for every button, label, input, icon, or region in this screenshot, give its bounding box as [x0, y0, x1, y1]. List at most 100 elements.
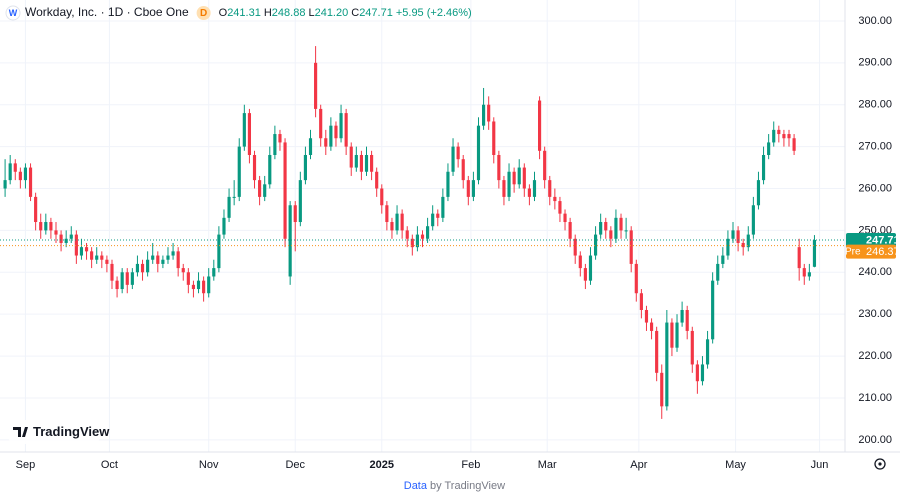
ohlc-value: 247.71: [359, 7, 393, 19]
candle-body: [212, 268, 216, 277]
candle-body: [665, 322, 669, 407]
candle-body: [553, 196, 557, 202]
candle-body: [237, 146, 241, 197]
candle-body: [782, 134, 786, 139]
candle-body: [624, 230, 628, 232]
ohlc-value: 241.20: [315, 7, 349, 19]
ohlc-key: H: [264, 7, 272, 19]
header-values: D O 241.31 H 248.88 L 241.20 C 247.71 +5.95 (+2.4…: [196, 6, 472, 20]
candle-body: [100, 255, 104, 260]
candle-body: [410, 238, 414, 248]
price-axis: 200.00210.00220.00230.00240.00250.00260.…: [845, 15, 900, 446]
candle-body: [751, 205, 755, 235]
candle-body: [171, 251, 175, 256]
premarket-tag: Pre: [845, 247, 861, 258]
candle-body: [202, 280, 206, 294]
candle-body: [649, 322, 654, 331]
candle-body: [344, 113, 348, 147]
candle-body: [797, 247, 801, 269]
candle-body: [34, 196, 38, 223]
candle-body: [354, 154, 358, 168]
footer-text: by TradingView: [430, 480, 505, 492]
candle-body: [802, 268, 806, 277]
candle-body: [283, 142, 287, 239]
candle-body: [370, 154, 374, 172]
candle-body: [84, 247, 89, 252]
candle-body: [298, 180, 302, 223]
candle-body: [807, 272, 811, 277]
candle-body: [629, 230, 633, 264]
x-tick-label: Apr: [630, 459, 647, 471]
candle-body: [466, 180, 470, 197]
candle-body: [441, 196, 445, 218]
symbol-icon: [5, 5, 21, 21]
change-value: +5.95 (+2.46%): [396, 7, 472, 19]
header: W Workday, Inc. · 1D · Cboe One D O 241.31…: [5, 5, 472, 21]
ohlc-value: 241.31: [227, 7, 261, 19]
candle-body: [690, 330, 694, 365]
x-tick-label: Dec: [285, 459, 305, 471]
premarket-box: [846, 244, 896, 259]
candle-body: [711, 280, 715, 340]
y-tick-label: 260.00: [858, 182, 892, 194]
candle-body: [792, 138, 796, 151]
candle-body: [639, 293, 643, 310]
candle-body: [242, 113, 246, 147]
candle-body: [268, 154, 272, 185]
candle-body: [512, 171, 516, 185]
candle-body: [115, 280, 119, 290]
candle-body: [278, 134, 282, 143]
settings-icon[interactable]: [874, 458, 886, 470]
candle-body: [543, 150, 547, 181]
ohlc-value: 248.88: [272, 7, 306, 19]
candle-body: [593, 234, 598, 256]
symbol-title: Workday, Inc. · 1D · Cboe One: [25, 5, 189, 19]
candle-body: [705, 339, 710, 365]
footer-link[interactable]: Data: [404, 480, 428, 492]
candle-body: [451, 146, 455, 172]
candle-body: [196, 280, 201, 290]
candle-body: [558, 201, 562, 214]
candle-body: [90, 251, 94, 260]
premarket-value: 246.37: [866, 246, 900, 258]
candle-body: [716, 263, 720, 281]
candle-body: [492, 121, 496, 155]
candle-body: [741, 242, 745, 248]
settings-button[interactable]: [874, 458, 886, 470]
candle-body: [431, 213, 435, 227]
y-tick-label: 220.00: [858, 350, 892, 362]
logo-mark: [13, 427, 28, 437]
candle-body: [588, 255, 593, 281]
candle-body: [151, 255, 155, 260]
candle-body: [390, 222, 394, 231]
candle-body: [527, 188, 531, 197]
candle-body: [359, 154, 363, 172]
y-tick-label: 290.00: [858, 57, 892, 69]
candle-body: [482, 104, 486, 126]
candle-body: [207, 276, 211, 294]
candle-body: [95, 255, 99, 260]
candle-body: [64, 238, 68, 243]
candle-body: [568, 222, 572, 239]
candle-body: [415, 234, 419, 248]
y-tick-label: 210.00: [858, 392, 892, 404]
candle-body: [3, 180, 7, 189]
candle-body: [736, 230, 740, 243]
candle-body: [675, 322, 679, 348]
candle-body: [176, 251, 180, 269]
candle-body: [156, 255, 160, 264]
candle-body: [604, 222, 608, 231]
candle-body: [721, 255, 725, 264]
tradingview-logo: TradingView: [6, 420, 110, 444]
x-tick-label: Mar: [538, 459, 557, 471]
candle-body: [258, 180, 262, 197]
candle-body: [375, 171, 379, 189]
candle-body: [538, 100, 542, 151]
candle-body: [303, 154, 307, 181]
candle-body: [761, 154, 766, 181]
settings-icon-center[interactable]: [878, 462, 882, 466]
candle-body: [120, 272, 124, 290]
candle-body: [487, 104, 491, 122]
ohlc-key: L: [308, 7, 314, 19]
candle-body: [105, 259, 109, 264]
